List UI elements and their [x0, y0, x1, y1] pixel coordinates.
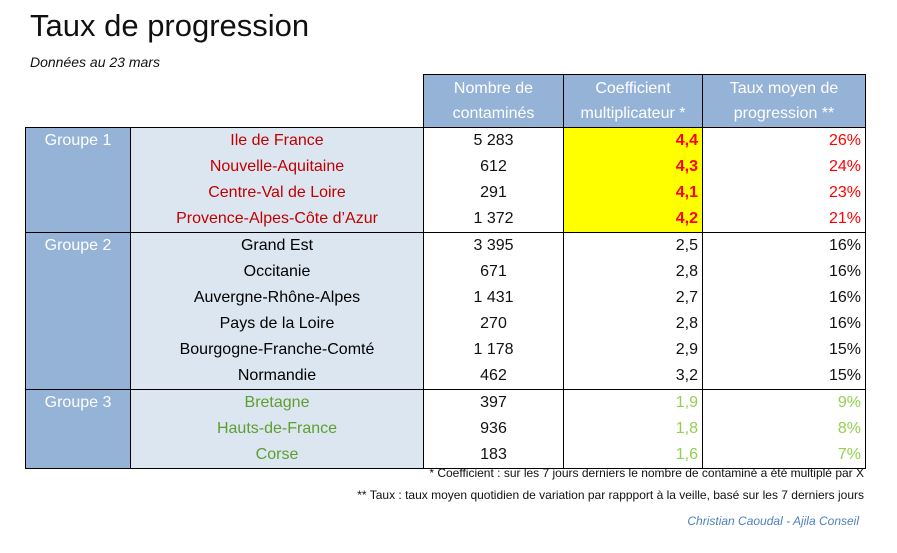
table-row: Normandie 462 3,2 15%	[26, 362, 866, 390]
table-row: Auvergne-Rhône-Alpes 1 431 2,7 16%	[26, 284, 866, 311]
coeff-cell: 2,5	[563, 231, 703, 259]
nombre-cell: 3 395	[423, 231, 564, 259]
taux-cell: 21%	[702, 205, 866, 233]
group-label: Groupe 2	[25, 231, 131, 390]
taux-cell: 8%	[702, 415, 866, 442]
coeff-cell: 2,7	[563, 284, 703, 311]
coeff-cell: 1,9	[563, 388, 703, 416]
table-row: Hauts-de-France 936 1,8 8%	[26, 415, 866, 442]
region-cell: Centre-Val de Loire	[130, 179, 424, 206]
header-coeff: Coefficient multiplicateur *	[563, 74, 703, 128]
taux-cell: 7%	[702, 441, 866, 469]
table-row: Groupe 1 Ile de France 5 283 4,4 26%	[25, 126, 866, 233]
nombre-cell: 462	[423, 362, 564, 390]
group-label: Groupe 1	[25, 126, 131, 233]
empty-header	[26, 75, 131, 128]
progression-table: Nombre de contaminés Coefficient multiplic…	[25, 74, 866, 469]
table-row: Pays de la Loire 270 2,8 16%	[26, 310, 866, 337]
footnote-taux: ** Taux : taux moyen quotidien de variat…	[357, 488, 864, 502]
region-cell: Nouvelle-Aquitaine	[130, 153, 424, 180]
coeff-cell: 2,9	[563, 336, 703, 363]
table-row: Provence-Alpes-Côte d’Azur 1 372 4,2 21%	[26, 205, 866, 233]
region-cell: Hauts-de-France	[130, 415, 424, 442]
group-label: Groupe 3	[25, 388, 131, 469]
taux-cell: 9%	[702, 388, 866, 416]
page-title: Taux de progression	[30, 8, 310, 43]
region-cell: Ile de France	[130, 126, 424, 154]
taux-cell: 16%	[702, 231, 866, 259]
region-cell: Occitanie	[130, 258, 424, 285]
coeff-cell: 2,8	[563, 258, 703, 285]
taux-cell: 16%	[702, 284, 866, 311]
taux-cell: 26%	[702, 126, 866, 154]
table-row: Occitanie 671 2,8 16%	[26, 258, 866, 285]
coeff-cell: 4,2	[563, 205, 703, 233]
nombre-cell: 5 283	[423, 126, 564, 154]
header-nombre: Nombre de contaminés	[423, 74, 564, 128]
region-cell: Grand Est	[130, 231, 424, 259]
coeff-cell: 1,8	[563, 415, 703, 442]
taux-cell: 24%	[702, 153, 866, 180]
taux-cell: 23%	[702, 179, 866, 206]
nombre-cell: 671	[423, 258, 564, 285]
table-row: Groupe 2 Grand Est 3 395 2,5 16%	[25, 231, 866, 390]
taux-cell: 15%	[702, 336, 866, 363]
credit: Christian Caoudal - Ajila Conseil	[687, 514, 859, 528]
table-row: Corse 183 1,6 7%	[26, 441, 866, 469]
region-cell: Provence-Alpes-Côte d’Azur	[130, 205, 424, 233]
nombre-cell: 936	[423, 415, 564, 442]
table-row: Centre-Val de Loire 291 4,1 23%	[26, 179, 866, 206]
empty-header	[131, 75, 424, 128]
nombre-cell: 1 178	[423, 336, 564, 363]
nombre-cell: 1 372	[423, 205, 564, 233]
taux-cell: 15%	[702, 362, 866, 390]
region-cell: Pays de la Loire	[130, 310, 424, 337]
coeff-cell: 4,4	[563, 126, 703, 154]
region-cell: Normandie	[130, 362, 424, 390]
nombre-cell: 183	[423, 441, 564, 469]
nombre-cell: 612	[423, 153, 564, 180]
table-row: Nouvelle-Aquitaine 612 4,3 24%	[26, 153, 866, 180]
taux-cell: 16%	[702, 258, 866, 285]
region-cell: Bourgogne-Franche-Comté	[130, 336, 424, 363]
coeff-cell: 4,3	[563, 153, 703, 180]
subtitle: Données au 23 mars	[30, 54, 160, 70]
coeff-cell: 1,6	[563, 441, 703, 469]
nombre-cell: 1 431	[423, 284, 564, 311]
region-cell: Corse	[130, 441, 424, 469]
header-taux: Taux moyen de progression **	[702, 74, 866, 128]
nombre-cell: 291	[423, 179, 564, 206]
nombre-cell: 397	[423, 388, 564, 416]
table-row: Bourgogne-Franche-Comté 1 178 2,9 15%	[26, 336, 866, 363]
coeff-cell: 3,2	[563, 362, 703, 390]
region-cell: Bretagne	[130, 388, 424, 416]
table-row: Groupe 3 Bretagne 397 1,9 9%	[25, 388, 866, 469]
region-cell: Auvergne-Rhône-Alpes	[130, 284, 424, 311]
footnote-coeff: * Coefficient : sur les 7 jours derniers…	[429, 466, 864, 480]
taux-cell: 16%	[702, 310, 866, 337]
coeff-cell: 2,8	[563, 310, 703, 337]
nombre-cell: 270	[423, 310, 564, 337]
coeff-cell: 4,1	[563, 179, 703, 206]
